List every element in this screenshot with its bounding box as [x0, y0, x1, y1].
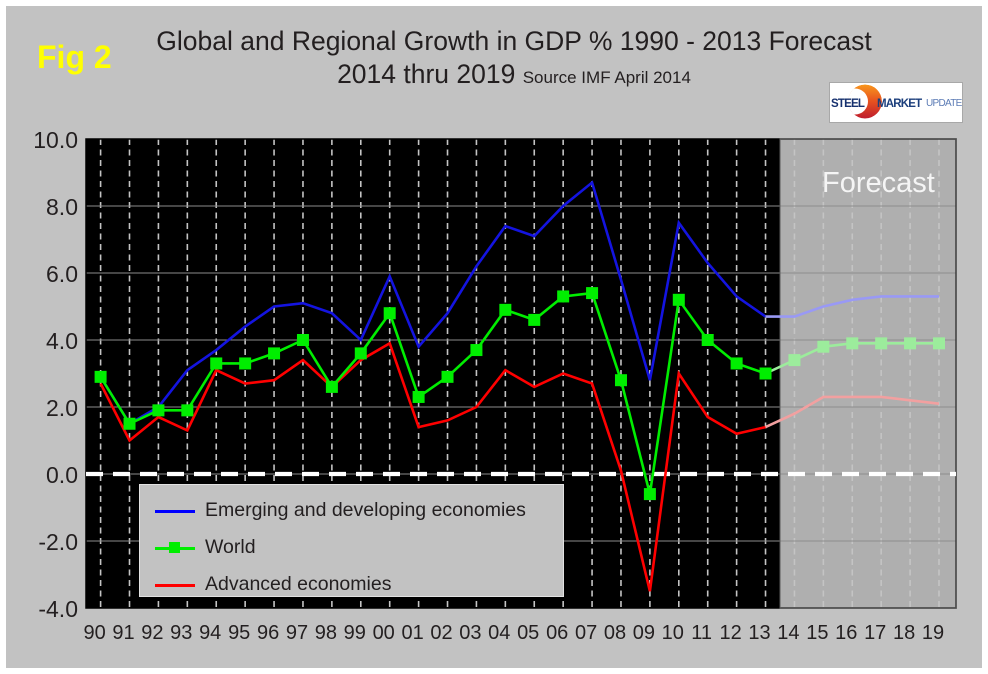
svg-text:UPDATE: UPDATE	[926, 98, 962, 109]
svg-text:Forecast: Forecast	[822, 167, 935, 199]
svg-text:STEEL: STEEL	[831, 98, 865, 110]
svg-text:MARKET: MARKET	[877, 98, 922, 110]
